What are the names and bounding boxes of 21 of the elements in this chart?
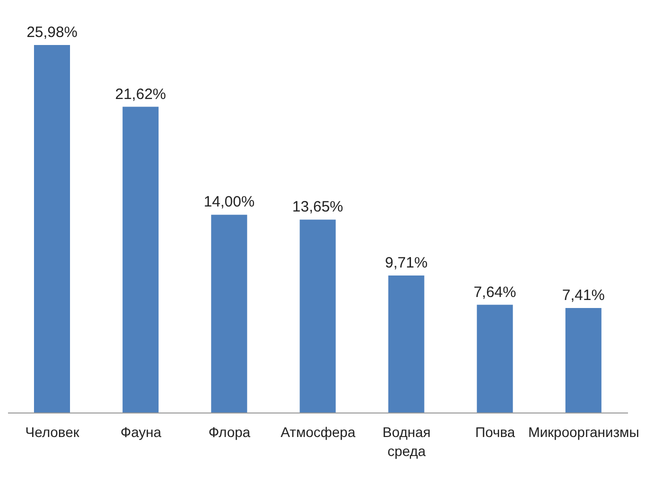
- bar: [476, 304, 513, 413]
- bar: [211, 214, 248, 413]
- data-label: 21,62%: [115, 86, 166, 103]
- data-label: 9,71%: [385, 254, 428, 272]
- data-label: 13,65%: [292, 198, 344, 216]
- x-tick-label: Человек: [25, 424, 80, 440]
- data-label: 25,98%: [26, 24, 78, 41]
- x-tick-label: Флора: [208, 424, 251, 440]
- bar: [300, 220, 336, 413]
- x-tick-label: Атмосфера: [280, 424, 356, 440]
- x-tick-label: Микроорганизмы: [528, 424, 640, 440]
- x-tick-label: Водная среда: [382, 424, 431, 459]
- x-tick-label: Почва: [475, 424, 516, 440]
- bar: [34, 45, 70, 413]
- data-label: 7,41%: [562, 287, 605, 304]
- data-label: 7,64%: [474, 284, 516, 301]
- x-tick-label: Фауна: [120, 424, 162, 440]
- bar: [388, 275, 424, 413]
- bar: [565, 308, 602, 413]
- data-label: 14,00%: [204, 194, 255, 211]
- bar: [122, 106, 159, 413]
